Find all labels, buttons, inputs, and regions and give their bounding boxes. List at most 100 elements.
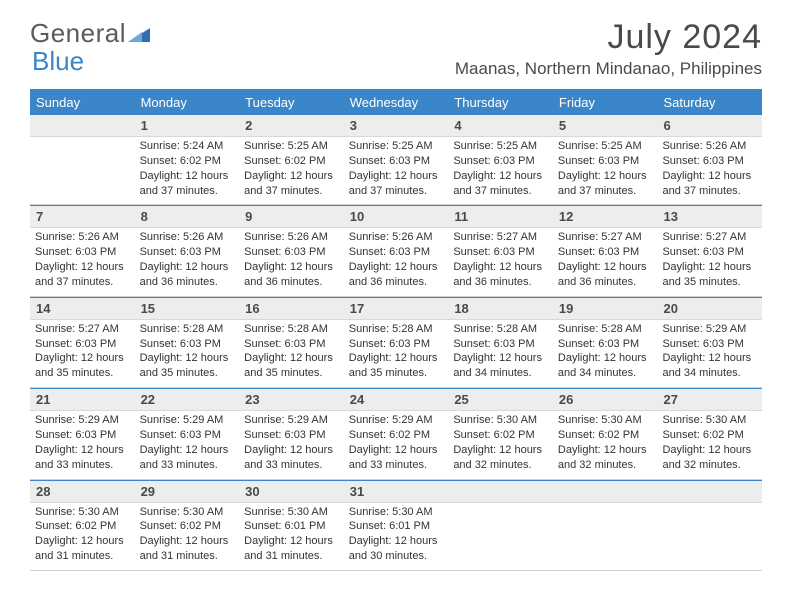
dow-mon: Monday: [135, 91, 240, 115]
day-number: 19: [553, 298, 658, 320]
day-number: 12: [553, 206, 658, 228]
day-cell: Sunrise: 5:30 AMSunset: 6:02 PMDaylight:…: [553, 411, 658, 478]
day-cell: Sunrise: 5:28 AMSunset: 6:03 PMDaylight:…: [239, 320, 344, 387]
dow-wed: Wednesday: [344, 91, 449, 115]
day-cell: Sunrise: 5:26 AMSunset: 6:03 PMDaylight:…: [30, 228, 135, 295]
day-cell: Sunrise: 5:30 AMSunset: 6:01 PMDaylight:…: [344, 503, 449, 570]
sunset-line: Sunset: 6:03 PM: [558, 245, 653, 260]
daylight-line: Daylight: 12 hours and 34 minutes.: [662, 351, 757, 381]
day-number: 31: [344, 481, 449, 503]
sunrise-line: Sunrise: 5:25 AM: [453, 139, 548, 154]
sunrise-line: Sunrise: 5:29 AM: [244, 413, 339, 428]
sunset-line: Sunset: 6:02 PM: [140, 154, 235, 169]
sunrise-line: Sunrise: 5:27 AM: [662, 230, 757, 245]
daylight-line: Daylight: 12 hours and 33 minutes.: [244, 443, 339, 473]
sunrise-line: Sunrise: 5:30 AM: [35, 505, 130, 520]
daylight-line: Daylight: 12 hours and 37 minutes.: [35, 260, 130, 290]
daylight-line: Daylight: 12 hours and 35 minutes.: [244, 351, 339, 381]
month-title: July 2024: [455, 18, 762, 57]
title-block: July 2024 Maanas, Northern Mindanao, Phi…: [455, 18, 762, 79]
week-body-row: Sunrise: 5:24 AMSunset: 6:02 PMDaylight:…: [30, 137, 762, 205]
sunset-line: Sunset: 6:03 PM: [349, 337, 444, 352]
day-number: 28: [30, 481, 135, 503]
day-number: 6: [657, 115, 762, 137]
day-number: 27: [657, 389, 762, 411]
daylight-line: Daylight: 12 hours and 36 minutes.: [453, 260, 548, 290]
daylight-line: Daylight: 12 hours and 32 minutes.: [662, 443, 757, 473]
daylight-line: Daylight: 12 hours and 37 minutes.: [140, 169, 235, 199]
sunset-line: Sunset: 6:03 PM: [662, 337, 757, 352]
day-cell: Sunrise: 5:29 AMSunset: 6:03 PMDaylight:…: [30, 411, 135, 478]
day-cell: Sunrise: 5:26 AMSunset: 6:03 PMDaylight:…: [657, 137, 762, 204]
day-cell: Sunrise: 5:30 AMSunset: 6:02 PMDaylight:…: [30, 503, 135, 570]
sunset-line: Sunset: 6:03 PM: [349, 154, 444, 169]
daynum-row: 14151617181920: [30, 298, 762, 320]
dow-tue: Tuesday: [239, 91, 344, 115]
sunset-line: Sunset: 6:01 PM: [349, 519, 444, 534]
sunrise-line: Sunrise: 5:30 AM: [244, 505, 339, 520]
brand-part1: General: [30, 18, 126, 49]
daylight-line: Daylight: 12 hours and 37 minutes.: [453, 169, 548, 199]
day-number: 3: [344, 115, 449, 137]
daynum-row: 21222324252627: [30, 389, 762, 411]
day-cell: [30, 137, 135, 204]
sunset-line: Sunset: 6:02 PM: [349, 428, 444, 443]
daylight-line: Daylight: 12 hours and 36 minutes.: [349, 260, 444, 290]
daylight-line: Daylight: 12 hours and 37 minutes.: [349, 169, 444, 199]
calendar-page: General July 2024 Maanas, Northern Minda…: [0, 0, 792, 581]
sunrise-line: Sunrise: 5:26 AM: [140, 230, 235, 245]
sunrise-line: Sunrise: 5:28 AM: [349, 322, 444, 337]
day-cell: Sunrise: 5:25 AMSunset: 6:03 PMDaylight:…: [344, 137, 449, 204]
sunset-line: Sunset: 6:03 PM: [244, 245, 339, 260]
sunrise-line: Sunrise: 5:29 AM: [140, 413, 235, 428]
day-number: 8: [135, 206, 240, 228]
daylight-line: Daylight: 12 hours and 36 minutes.: [140, 260, 235, 290]
day-cell: Sunrise: 5:27 AMSunset: 6:03 PMDaylight:…: [448, 228, 553, 295]
sunrise-line: Sunrise: 5:26 AM: [244, 230, 339, 245]
daylight-line: Daylight: 12 hours and 33 minutes.: [140, 443, 235, 473]
day-number: 24: [344, 389, 449, 411]
week-body-row: Sunrise: 5:30 AMSunset: 6:02 PMDaylight:…: [30, 503, 762, 571]
daylight-line: Daylight: 12 hours and 37 minutes.: [244, 169, 339, 199]
header: General July 2024 Maanas, Northern Minda…: [30, 18, 762, 79]
sunrise-line: Sunrise: 5:26 AM: [349, 230, 444, 245]
daylight-line: Daylight: 12 hours and 31 minutes.: [140, 534, 235, 564]
daylight-line: Daylight: 12 hours and 34 minutes.: [558, 351, 653, 381]
day-cell: Sunrise: 5:30 AMSunset: 6:02 PMDaylight:…: [135, 503, 240, 570]
daylight-line: Daylight: 12 hours and 33 minutes.: [35, 443, 130, 473]
day-cell: Sunrise: 5:30 AMSunset: 6:02 PMDaylight:…: [448, 411, 553, 478]
day-number: 18: [448, 298, 553, 320]
sunset-line: Sunset: 6:03 PM: [349, 245, 444, 260]
sunset-line: Sunset: 6:03 PM: [140, 428, 235, 443]
week-body-row: Sunrise: 5:27 AMSunset: 6:03 PMDaylight:…: [30, 320, 762, 388]
day-number: 5: [553, 115, 658, 137]
daylight-line: Daylight: 12 hours and 33 minutes.: [349, 443, 444, 473]
sunrise-line: Sunrise: 5:29 AM: [662, 322, 757, 337]
day-cell: [553, 503, 658, 570]
daylight-line: Daylight: 12 hours and 36 minutes.: [244, 260, 339, 290]
daylight-line: Daylight: 12 hours and 32 minutes.: [558, 443, 653, 473]
week-body-row: Sunrise: 5:26 AMSunset: 6:03 PMDaylight:…: [30, 228, 762, 296]
day-number: 17: [344, 298, 449, 320]
day-cell: Sunrise: 5:27 AMSunset: 6:03 PMDaylight:…: [657, 228, 762, 295]
sunset-line: Sunset: 6:03 PM: [35, 337, 130, 352]
dow-thu: Thursday: [448, 91, 553, 115]
sunrise-line: Sunrise: 5:30 AM: [662, 413, 757, 428]
sunrise-line: Sunrise: 5:28 AM: [244, 322, 339, 337]
day-cell: Sunrise: 5:29 AMSunset: 6:02 PMDaylight:…: [344, 411, 449, 478]
sunset-line: Sunset: 6:02 PM: [662, 428, 757, 443]
day-number: 14: [30, 298, 135, 320]
daylight-line: Daylight: 12 hours and 31 minutes.: [244, 534, 339, 564]
day-number: 30: [239, 481, 344, 503]
day-cell: Sunrise: 5:25 AMSunset: 6:03 PMDaylight:…: [448, 137, 553, 204]
sunset-line: Sunset: 6:01 PM: [244, 519, 339, 534]
sunrise-line: Sunrise: 5:28 AM: [558, 322, 653, 337]
daylight-line: Daylight: 12 hours and 35 minutes.: [140, 351, 235, 381]
day-number: 2: [239, 115, 344, 137]
day-cell: [448, 503, 553, 570]
sunrise-line: Sunrise: 5:24 AM: [140, 139, 235, 154]
sunset-line: Sunset: 6:03 PM: [35, 245, 130, 260]
daylight-line: Daylight: 12 hours and 34 minutes.: [453, 351, 548, 381]
day-number: 13: [657, 206, 762, 228]
daylight-line: Daylight: 12 hours and 36 minutes.: [558, 260, 653, 290]
